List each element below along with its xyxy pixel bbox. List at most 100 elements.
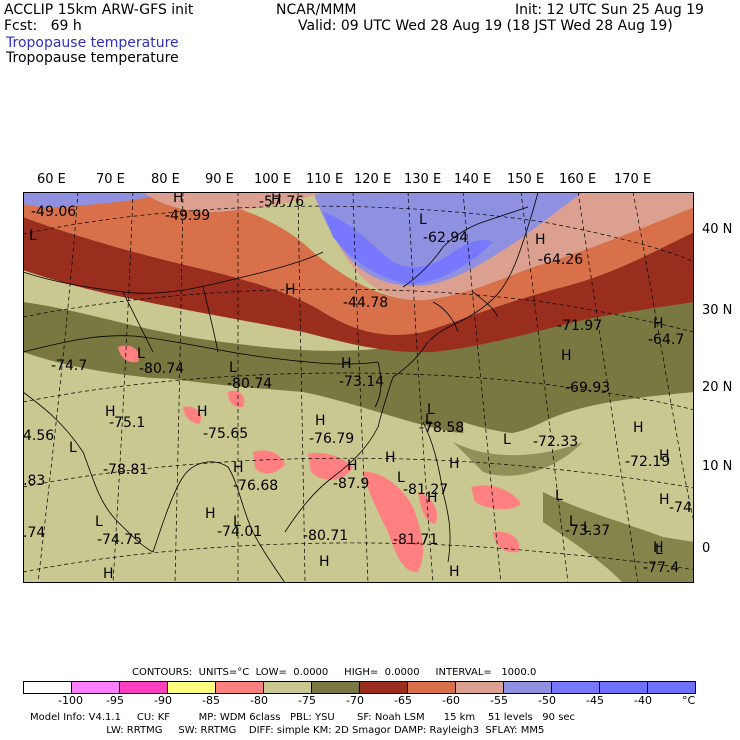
low-marker: L	[397, 470, 405, 486]
contour-value-label: -64.7	[648, 332, 684, 348]
low-marker: L	[427, 402, 435, 418]
contour-value-label: -80.71	[303, 528, 348, 544]
color-swatch	[24, 682, 72, 693]
color-scale-label: -50	[538, 694, 556, 707]
contour-value-label: -74.01	[217, 524, 262, 540]
color-scale-label: -60	[442, 694, 460, 707]
high-marker: H	[347, 458, 358, 474]
contour-value-label: -76.68	[233, 478, 278, 494]
high-marker: H	[205, 506, 216, 522]
high-marker: H	[561, 348, 572, 364]
high-marker: H	[285, 282, 296, 298]
latitude-label: 30 N	[702, 303, 733, 318]
latitude-label: 40 N	[702, 222, 733, 237]
low-marker: L	[555, 488, 563, 504]
high-marker: H	[315, 413, 326, 429]
low-marker: L	[229, 360, 237, 376]
low-marker: L	[503, 432, 511, 448]
color-swatch	[408, 682, 456, 693]
contour-value-label: -74	[669, 500, 692, 516]
high-marker: H	[103, 566, 114, 582]
longitude-label: 150 E	[507, 172, 545, 187]
color-scale-label: -45	[586, 694, 604, 707]
color-swatch	[456, 682, 504, 693]
longitude-label: 70 E	[96, 172, 125, 187]
contour-value-label: -77.4	[643, 560, 679, 576]
valid-time: Valid: 09 UTC Wed 28 Aug 19 (18 JST Wed …	[298, 18, 673, 34]
color-swatch	[264, 682, 312, 693]
longitude-label: 80 E	[151, 172, 180, 187]
low-marker: L	[569, 514, 577, 530]
contour-value-label: -72.33	[533, 434, 578, 450]
contour-value-label: -44.78	[343, 295, 388, 311]
contour-value-label: -57.76	[259, 194, 304, 210]
title-line: ACCLIP 15km ARW-GFS init	[4, 2, 194, 18]
low-marker: L	[655, 542, 663, 558]
tropopause-temperature-map: -49.06 -49.99 -57.76 -62.94 -64.26 -44.78 -71.…	[23, 192, 694, 583]
contour-value-label: -64.26	[538, 252, 583, 268]
high-marker: H	[173, 192, 184, 206]
color-swatch	[72, 682, 120, 693]
latitude-label: 0	[702, 541, 711, 556]
longitude-label: 110 E	[306, 172, 344, 187]
contour-value-label: -80.74	[227, 376, 272, 392]
high-marker: H	[449, 456, 460, 472]
contour-value-label: -78.58	[419, 420, 464, 436]
high-marker: H	[271, 192, 282, 208]
longitude-label: 90 E	[205, 172, 234, 187]
contour-value-label: -69.93	[565, 380, 610, 396]
color-scale-label: -70	[346, 694, 364, 707]
high-marker: H	[427, 490, 438, 506]
contour-value-label: 4.56	[23, 428, 54, 444]
high-marker: H	[653, 316, 664, 332]
high-marker: H	[341, 356, 352, 372]
contour-value-label: -81.27	[403, 482, 448, 498]
color-swatch	[216, 682, 264, 693]
high-marker: H	[319, 554, 330, 570]
color-scale-label: -100	[58, 694, 83, 707]
latitude-label: 20 N	[702, 380, 733, 395]
color-swatch	[504, 682, 552, 693]
low-marker: L	[29, 228, 37, 244]
high-marker: H	[659, 448, 670, 464]
color-scale-label: -65	[394, 694, 412, 707]
low-marker: L	[233, 514, 241, 530]
contour-value-label: -49.06	[31, 204, 76, 220]
model-info-line1: Model Info: V4.1.1 CU: KF MP: WDM 6class…	[30, 712, 576, 723]
high-marker: H	[535, 232, 546, 248]
contour-value-label: -80.74	[139, 361, 184, 377]
contour-value-label: -78.81	[103, 462, 148, 478]
color-scale-label: -90	[154, 694, 172, 707]
color-scale-label: -40	[634, 694, 652, 707]
contour-value-label: -74.75	[97, 532, 142, 548]
color-swatch	[648, 682, 695, 693]
contour-value-label: .74	[23, 525, 45, 541]
color-scale-label: -75	[298, 694, 316, 707]
init-time: Init: 12 UTC Sun 25 Aug 19	[515, 2, 704, 18]
high-marker: H	[197, 404, 208, 420]
color-scale-label: °C	[682, 694, 696, 707]
field-title-shaded: Tropopause temperature	[6, 35, 179, 51]
contour-value-label: -75.65	[203, 426, 248, 442]
contour-value-label: -72.19	[625, 454, 670, 470]
contour-value-label: -71.97	[557, 318, 602, 334]
color-swatch	[600, 682, 648, 693]
color-scale-label: -80	[250, 694, 268, 707]
longitude-label: 140 E	[454, 172, 492, 187]
color-swatch	[168, 682, 216, 693]
contour-value-label: -81.71	[393, 532, 438, 548]
color-swatch	[312, 682, 360, 693]
low-marker: L	[137, 346, 145, 362]
low-marker: L	[425, 412, 433, 428]
low-marker: L	[583, 520, 591, 536]
color-scale-label: -95	[106, 694, 124, 707]
contour-value-label: -73.14	[339, 374, 384, 390]
model-info-line2: LW: RRTMG SW: RRTMG DIFF: simple KM: 2D …	[30, 725, 545, 736]
contour-value-label: -75.1	[109, 415, 145, 431]
center-label: NCAR/MMM	[276, 2, 357, 18]
low-marker: L	[419, 212, 427, 228]
longitude-label: 170 E	[614, 172, 652, 187]
contour-value-label: -76.79	[309, 431, 354, 447]
contour-value-label: -73.37	[565, 523, 610, 539]
low-marker: L	[95, 514, 103, 530]
